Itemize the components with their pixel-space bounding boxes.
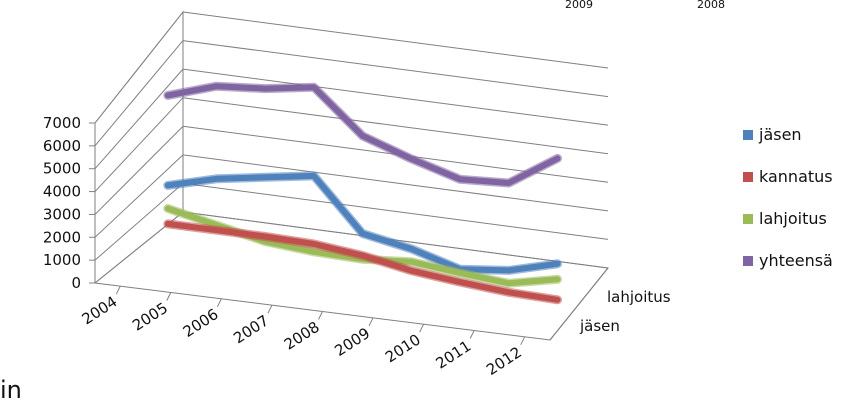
back-wall: [183, 12, 608, 268]
gridline-side: [94, 11, 184, 124]
series-lines: [163, 81, 562, 305]
gridline-side: [94, 40, 184, 147]
x-axis-ticks: 2004 2005 2006 2007 2008 2009 2010 2011 2012: [79, 292, 525, 379]
legend-swatch: [743, 130, 753, 140]
gridline-side: [94, 68, 184, 170]
gridline-back: [182, 11, 609, 69]
top-label: 2009: [565, 0, 593, 11]
gridline-back: [182, 68, 609, 126]
legend-swatch: [743, 214, 753, 224]
gridline-side: [94, 183, 184, 261]
top-cropped-labels: 2009 2008: [565, 0, 725, 11]
gridline-side: [94, 97, 184, 192]
x-tick-label: 2012: [483, 343, 525, 379]
legend-label: jäsen: [758, 125, 802, 144]
legend-swatch: [743, 256, 753, 266]
gridline-back: [182, 97, 609, 155]
gridline-back: [182, 40, 609, 98]
x-tick-label: 2010: [382, 330, 424, 366]
y-tick-label: 3000: [43, 205, 81, 223]
series-line: [164, 220, 561, 303]
legend-label: yhteensä: [759, 251, 833, 270]
y-tick-label: 0: [71, 274, 81, 292]
gridline-back: [182, 182, 609, 240]
x-tick-label: 2004: [79, 292, 121, 328]
corner-text: in: [0, 376, 22, 400]
y-tick-label: 6000: [43, 137, 81, 155]
series-line: [164, 172, 561, 274]
gridline-back: [182, 154, 609, 212]
y-axis-ticks: 0 1000 2000 3000 4000 5000 6000 7000: [43, 114, 81, 292]
depth-axis-ticks: lahjoitus jäsen: [579, 288, 671, 335]
x-tick-label: 2008: [281, 318, 323, 354]
legend-label: kannatus: [759, 167, 833, 186]
y-tick-label: 5000: [43, 160, 81, 178]
x-tick-label: 2006: [180, 305, 222, 341]
legend-swatch: [743, 172, 753, 182]
y-tick-label: 4000: [43, 183, 81, 201]
x-tick-label: 2007: [230, 311, 272, 347]
gridline-side: [94, 125, 184, 215]
legend: jäsen kannatus lahjoitus yhteensä: [743, 125, 833, 270]
y-tick-label: 7000: [43, 114, 81, 132]
x-tick-label: 2005: [129, 299, 171, 335]
x-tick-label: 2009: [331, 324, 373, 360]
legend-label: lahjoitus: [759, 209, 827, 228]
y-tick-label: 2000: [43, 228, 81, 246]
left-wall: [94, 10, 184, 283]
y-tick-label: 1000: [43, 251, 81, 269]
gridline-side: [94, 154, 184, 238]
series-line: [164, 83, 561, 186]
depth-tick-label: jäsen: [579, 317, 620, 335]
depth-tick-label: lahjoitus: [607, 288, 671, 306]
x-tick-label: 2011: [433, 337, 475, 373]
top-label: 2008: [697, 0, 725, 11]
